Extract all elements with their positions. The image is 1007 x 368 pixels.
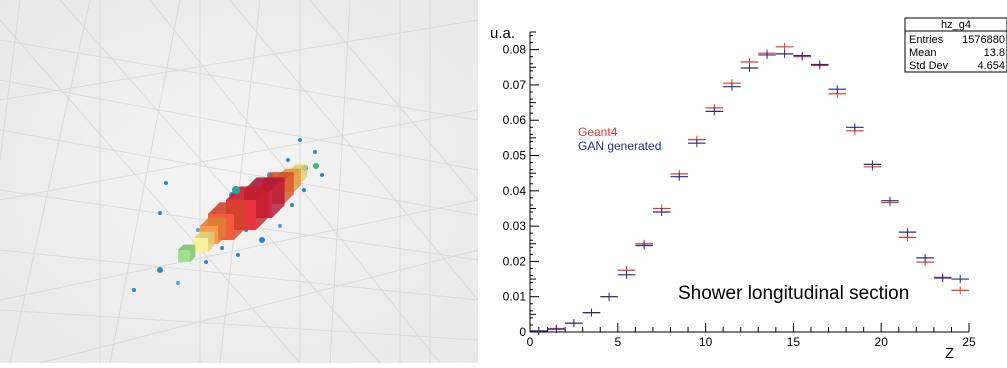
grid-line (9, 0, 91, 363)
energy-cell (194, 231, 215, 252)
stats-stddev-label: Std Dev (909, 60, 949, 72)
shower-cells (132, 138, 324, 292)
stats-entries-value: 1576880 (962, 34, 1005, 46)
hit-dot (157, 267, 163, 273)
x-tick-label: 20 (875, 335, 889, 349)
view-background (0, 0, 478, 363)
grid-line (0, 129, 478, 216)
x-tick-label: 15 (787, 335, 801, 349)
stats-mean-value: 13.8 (984, 47, 1005, 59)
legend-geant4: Geant4 (578, 125, 618, 139)
histogram-svg: 0 5 10 15 20 25 0 0.01 0.02 0.03 0.04 0.05 0.06 0.07 0… (490, 17, 1007, 362)
x-tick-label: 5 (614, 335, 621, 349)
hit-dot (313, 163, 319, 169)
shower-3d-svg (0, 0, 478, 363)
y-tick-label: 0 (519, 325, 526, 339)
grid-line (0, 39, 478, 121)
y-tick-label: 0.06 (503, 113, 527, 127)
grid-line (0, 0, 21, 161)
hit-dot (196, 228, 200, 232)
hit-dot (132, 288, 136, 292)
grid-line (229, 0, 478, 301)
y-tick-label: 0.01 (503, 290, 527, 304)
hit-dot (158, 211, 162, 215)
x-tick-label: 10 (699, 335, 713, 349)
hit-dot (298, 138, 302, 142)
grid-line (309, 0, 478, 201)
grid-line (59, 0, 381, 363)
hit-dot (220, 246, 224, 250)
axes: 0 5 10 15 20 25 0 0.01 0.02 0.03 0.04 0.05 0.06 0.07 0… (503, 31, 976, 349)
grid-line (0, 19, 301, 363)
y-tick-label: 0.05 (503, 149, 527, 163)
hit-dot (232, 186, 240, 194)
stats-mean-label: Mean (909, 47, 937, 59)
calorimeter-grid (0, 0, 478, 363)
grid-line (109, 0, 181, 363)
grid-line (39, 249, 478, 363)
stats-stddev-value: 4.654 (977, 60, 1005, 72)
y-tick-label: 0.03 (503, 219, 527, 233)
y-tick-label: 0.07 (503, 78, 527, 92)
grid-line (0, 199, 478, 301)
shower-annotation: Shower longitudinal section (678, 283, 909, 304)
stats-entries-label: Entries (909, 34, 944, 46)
grid-line (0, 249, 478, 301)
stats-box-frame (904, 17, 1007, 73)
hit-dot (236, 253, 240, 257)
hit-dot (164, 181, 168, 185)
y-tick-label: 0.04 (503, 184, 527, 198)
y-tick-label: 0.08 (503, 43, 527, 57)
hit-dot (290, 203, 294, 207)
hit-dot (204, 260, 208, 264)
stats-box: hz_g4 Entries 1576880 Mean 13.8 Std Dev … (904, 17, 1007, 73)
hit-dot (278, 224, 282, 228)
legend-gan-generated: GAN generated (578, 139, 661, 153)
hit-dot (313, 150, 317, 154)
grid-line (329, 0, 351, 363)
grid-line (0, 109, 478, 201)
grid-line (0, 19, 478, 101)
series-gan-generated (530, 49, 969, 335)
y-tick-label: 0.02 (503, 254, 527, 268)
chart-labels: u.a. Z Geant4 GAN generated Shower longi… (490, 25, 954, 362)
histogram-panel: 0 5 10 15 20 25 0 0.01 0.02 0.03 0.04 0.05 0.06 0.07 0… (488, 0, 1007, 363)
hit-dot (259, 237, 265, 243)
shower-3d-view (0, 0, 478, 363)
stats-title: hz_g4 (941, 19, 971, 31)
grid-line (0, 79, 478, 171)
y-axis-label: u.a. (490, 25, 515, 42)
series-marks (530, 42, 969, 335)
energy-cell (178, 244, 196, 262)
hit-dot (176, 281, 180, 285)
x-tick-label: 0 (527, 335, 534, 349)
grid-line (219, 0, 261, 363)
x-tick-label: 25 (962, 335, 976, 349)
x-axis-label: Z (945, 345, 954, 362)
grid-line (0, 309, 478, 341)
hit-dot (320, 173, 324, 177)
hit-dot (302, 188, 306, 192)
hit-dot (286, 158, 290, 162)
